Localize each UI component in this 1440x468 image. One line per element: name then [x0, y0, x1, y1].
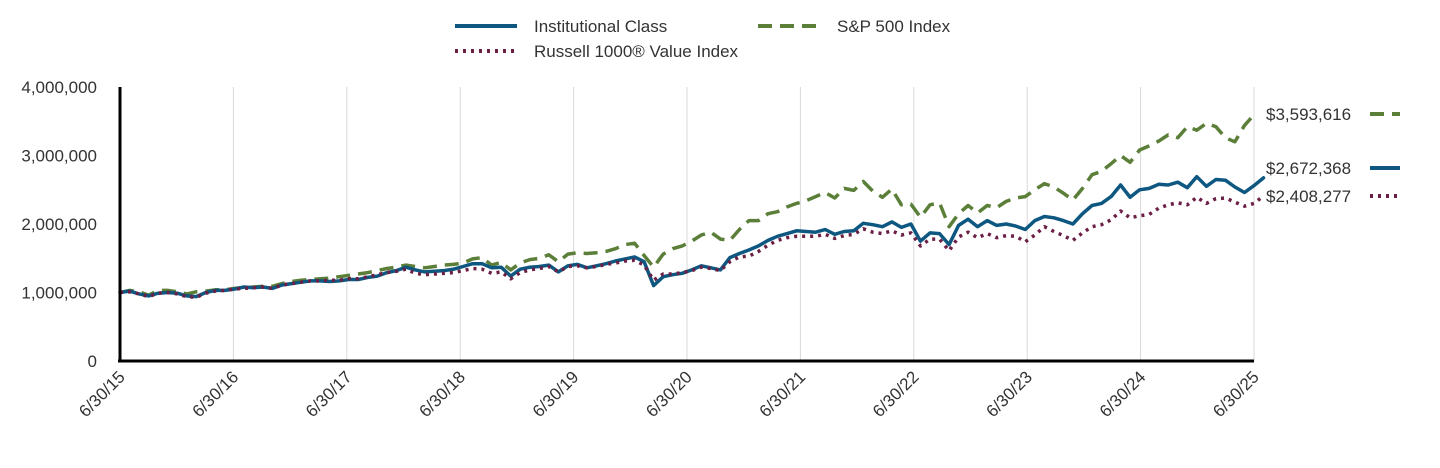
axes [118, 87, 1254, 363]
series-line-institutional [118, 174, 1266, 299]
legend-label-russell: Russell 1000® Value Index [534, 42, 739, 61]
y-tick-label: 0 [88, 352, 97, 371]
x-tick-label: 6/30/23 [982, 367, 1036, 421]
x-tick-label: 6/30/24 [1096, 367, 1150, 421]
legend-label-institutional: Institutional Class [534, 17, 667, 36]
x-tick-label: 6/30/21 [756, 367, 810, 421]
y-tick-label: 2,000,000 [21, 215, 97, 234]
x-tick-label: 6/30/15 [75, 367, 129, 421]
legend-label-sp500: S&P 500 Index [837, 17, 951, 36]
x-tick-label: 6/30/16 [189, 367, 243, 421]
end-value-labels: $3,593,616 $2,672,368 $2,408,277 [1266, 105, 1400, 206]
legend: Institutional Class S&P 500 Index Russell … [455, 17, 951, 61]
y-tick-label: 1,000,000 [21, 284, 97, 303]
series-line-russell [119, 194, 1265, 300]
series-line-sp500 [119, 113, 1256, 297]
x-tick-label: 6/30/22 [869, 367, 923, 421]
series-lines [118, 113, 1266, 300]
end-value-label-russell: $2,408,277 [1266, 187, 1351, 206]
end-value-label-sp500: $3,593,616 [1266, 105, 1351, 124]
x-tick-label: 6/30/17 [302, 367, 356, 421]
x-tick-label: 6/30/25 [1209, 367, 1263, 421]
y-tick-label: 3,000,000 [21, 147, 97, 166]
x-tick-label: 6/30/18 [415, 367, 469, 421]
y-tick-label: 4,000,000 [21, 78, 97, 97]
x-tick-label: 6/30/20 [642, 367, 696, 421]
end-value-label-institutional: $2,672,368 [1266, 159, 1351, 178]
gridlines [232, 87, 1255, 361]
y-axis-ticks: 0 1,000,000 2,000,000 3,000,000 4,000,000 [21, 78, 97, 371]
x-axis-ticks: 6/30/15 6/30/16 6/30/17 6/30/18 6/30/19 6/30/… [75, 367, 1263, 421]
x-tick-label: 6/30/19 [529, 367, 583, 421]
